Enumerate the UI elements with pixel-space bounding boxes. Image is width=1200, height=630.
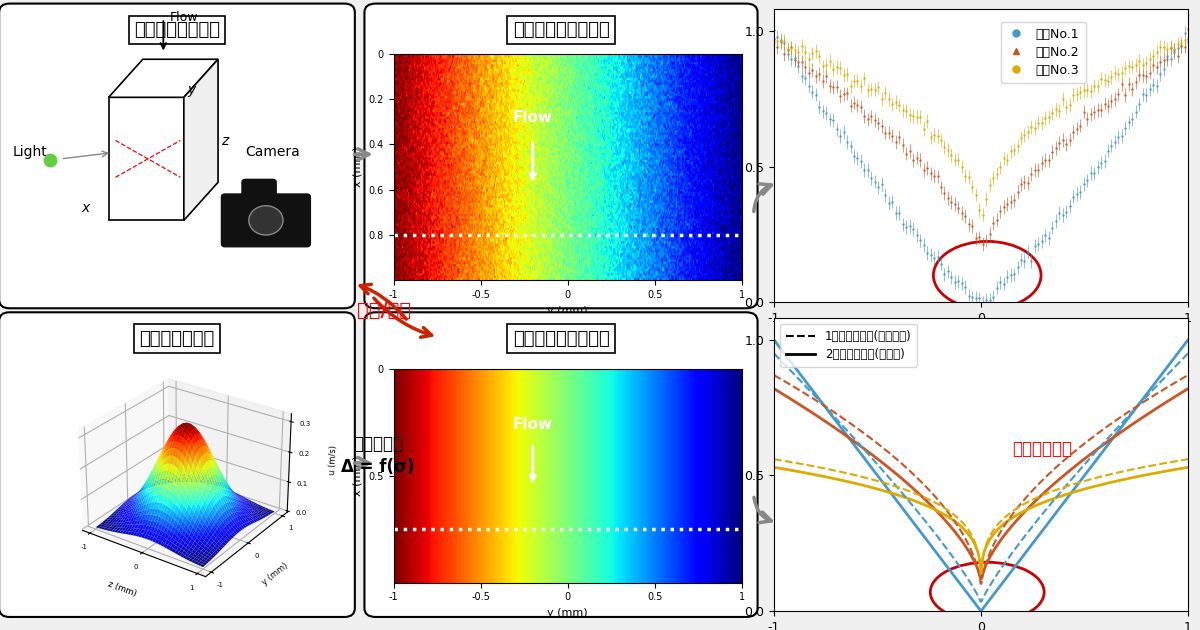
Y-axis label: y (mm): y (mm): [260, 561, 290, 587]
Text: Flow: Flow: [170, 11, 199, 24]
Text: z: z: [222, 134, 229, 149]
Text: Light: Light: [13, 145, 48, 159]
FancyBboxPatch shape: [0, 312, 355, 617]
FancyBboxPatch shape: [365, 312, 757, 617]
Text: y: y: [187, 83, 196, 98]
Text: Flow: Flow: [512, 110, 553, 125]
X-axis label: y (mm): y (mm): [547, 608, 588, 618]
Text: 比較/検証: 比較/検証: [356, 301, 412, 319]
FancyBboxPatch shape: [242, 180, 276, 200]
Text: Camera: Camera: [245, 145, 300, 159]
Legend: 1次応力光学則(従来理論), 2次応力光学則(新理論): 1次応力光学則(従来理論), 2次応力光学則(新理論): [780, 324, 918, 367]
FancyBboxPatch shape: [222, 194, 311, 247]
Polygon shape: [108, 97, 184, 220]
Legend: 流路No.1, 流路No.2, 流路No.3: 流路No.1, 流路No.2, 流路No.3: [1001, 21, 1086, 83]
Text: 実験値と一致: 実験値と一致: [1012, 440, 1072, 458]
Polygon shape: [108, 59, 218, 97]
Circle shape: [248, 206, 283, 235]
X-axis label: z (mm): z (mm): [107, 580, 138, 598]
Y-axis label: x (mm): x (mm): [353, 455, 362, 496]
Text: Flow: Flow: [512, 416, 553, 432]
Text: Δ = f(σ): Δ = f(σ): [341, 459, 415, 476]
Text: x: x: [82, 200, 90, 215]
Text: 実験による流れ場: 実験による流れ場: [134, 21, 220, 39]
Y-axis label: x (mm): x (mm): [353, 147, 362, 187]
Text: 理論的な偏光変調場: 理論的な偏光変調場: [512, 329, 610, 348]
Text: 解析的な流れ場: 解析的な流れ場: [139, 329, 215, 348]
X-axis label: y (mm): y (mm): [547, 306, 588, 316]
Text: 応力光学則: 応力光学則: [353, 435, 403, 453]
FancyBboxPatch shape: [365, 4, 757, 308]
FancyBboxPatch shape: [0, 4, 355, 308]
Text: 実験的な偏光変調場: 実験的な偏光変調場: [512, 21, 610, 39]
Polygon shape: [184, 59, 218, 220]
